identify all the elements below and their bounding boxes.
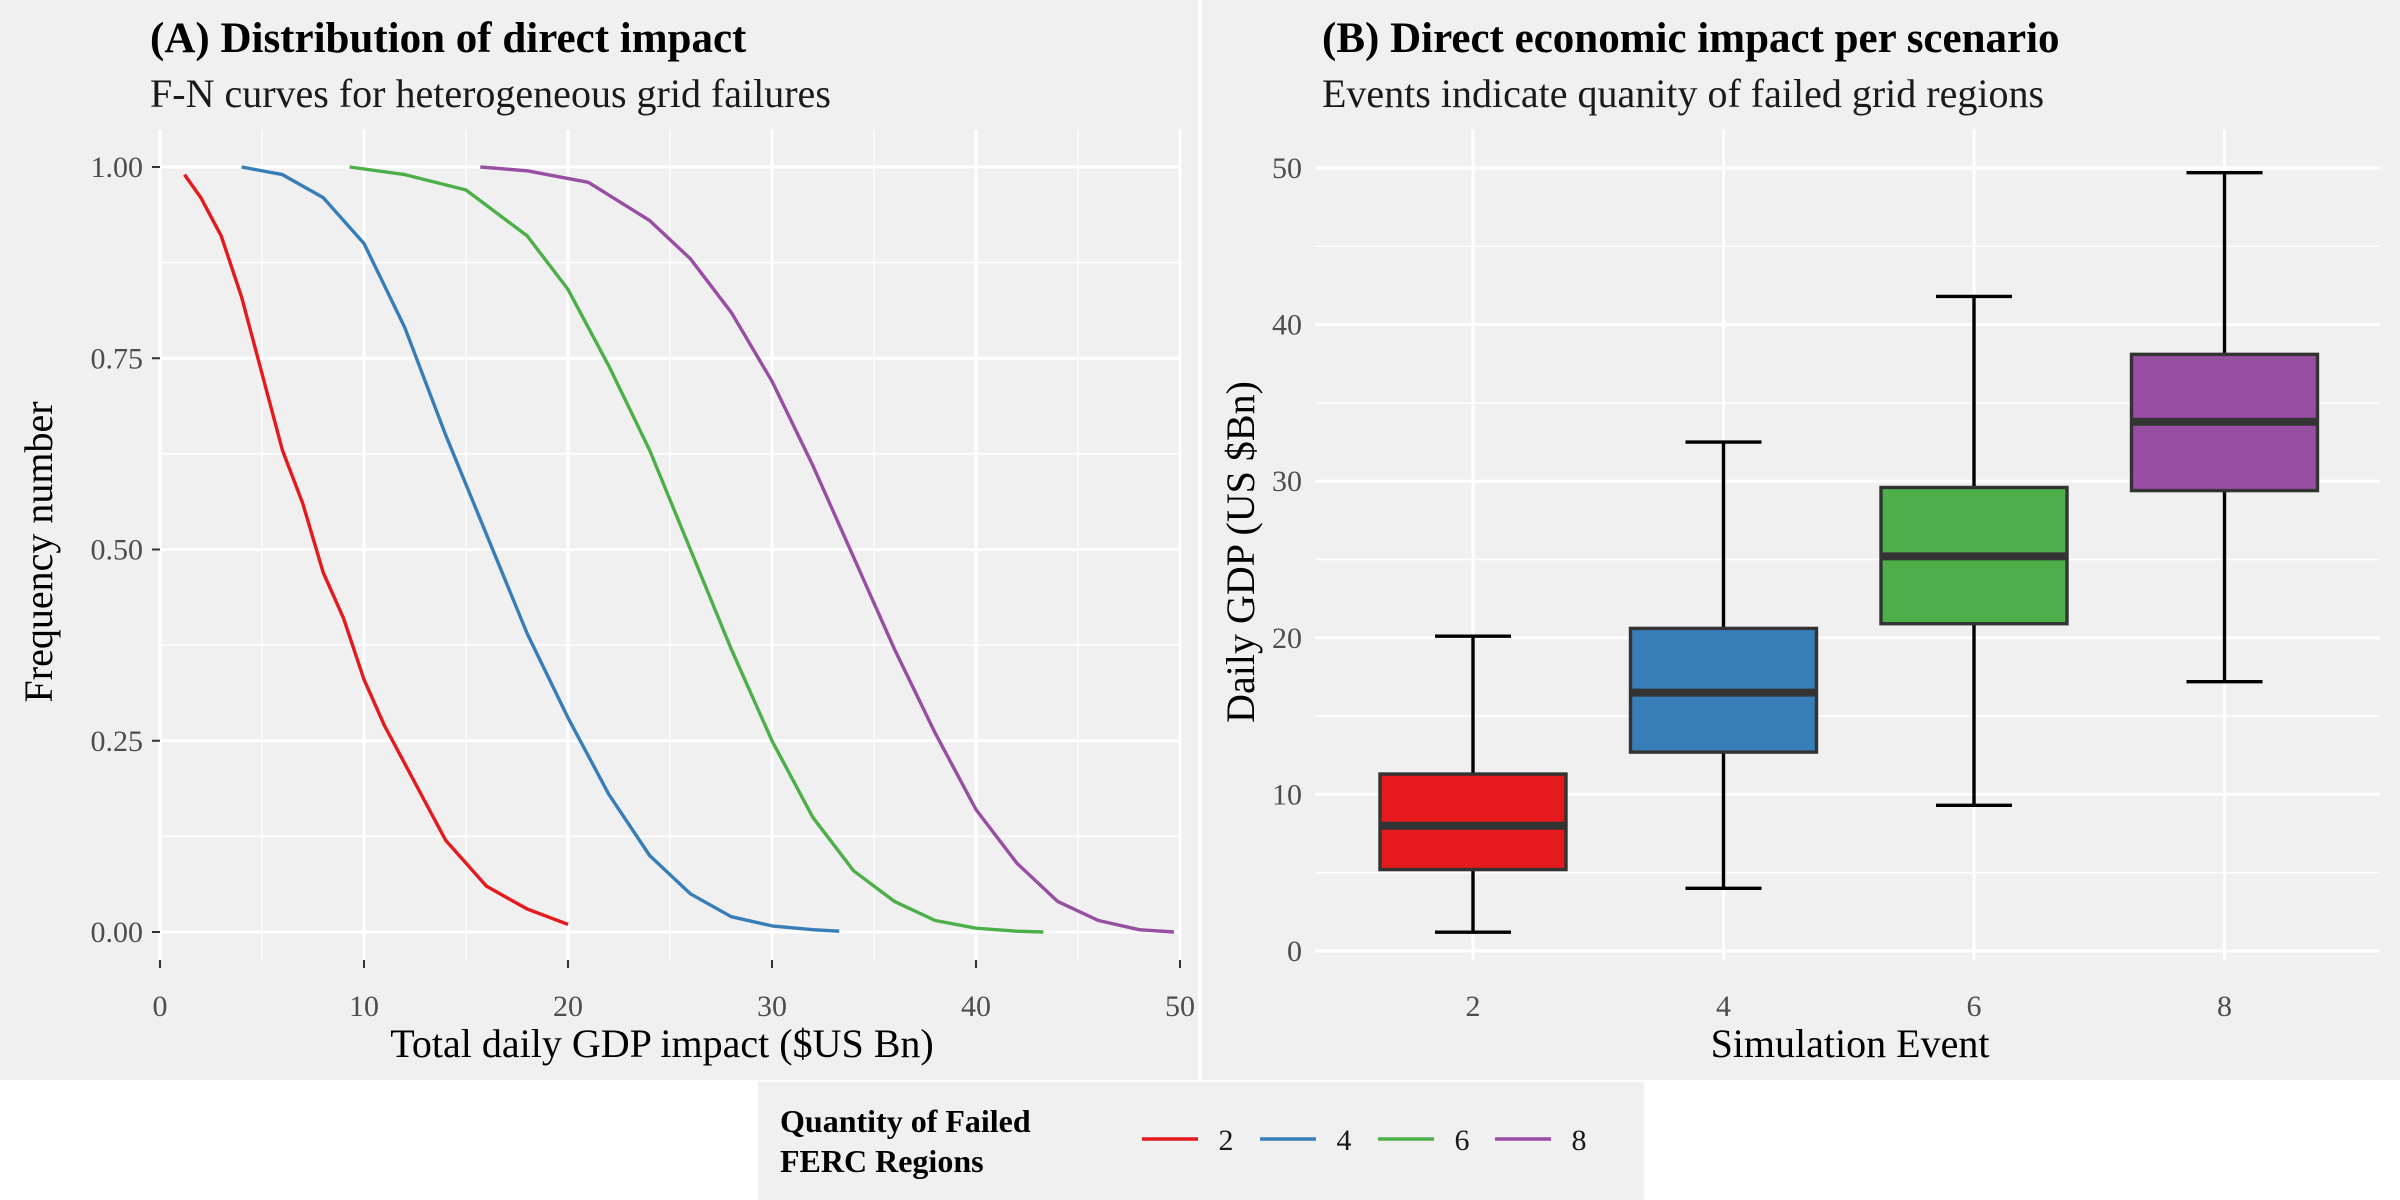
panel-a-y-ticks: 0.00 0.25 0.50 0.75 1.00: [91, 151, 160, 949]
x-tick-label: 20: [553, 990, 583, 1023]
legend-title-line-1: Quantity of Failed: [780, 1103, 1031, 1139]
panel-a-lines: [183, 165, 1175, 934]
panel-b-subtitle: Events indicate quanity of failed grid r…: [1322, 71, 2044, 116]
panel-b-y-ticks: 0 10 20 30 40 50: [1272, 152, 1302, 968]
x-tick-label: 30: [757, 990, 787, 1023]
y-tick-label: 10: [1272, 778, 1302, 811]
panel-b-y-axis-label: Daily GDP (US $Bn): [1218, 381, 1263, 723]
x-tick-label: 40: [961, 990, 991, 1023]
series-line-6: [349, 165, 1044, 934]
x-tick-label: 8: [2217, 990, 2232, 1023]
x-tick-label: 50: [1165, 990, 1195, 1023]
panel-b-x-axis-label: Simulation Event: [1711, 1021, 1990, 1066]
box-2: [1378, 634, 1568, 934]
y-tick-label: 0: [1287, 935, 1302, 968]
y-tick-label: 0.25: [91, 725, 144, 758]
x-tick-label: 10: [349, 990, 379, 1023]
legend-items: 2 4 6 8: [1142, 1124, 1587, 1157]
panel-a-title: (A) Distribution of direct impact: [150, 15, 747, 62]
panel-a-y-axis-label: Frequency number: [16, 401, 61, 702]
x-tick-label: 2: [1466, 990, 1481, 1023]
box-4: [1628, 440, 1819, 891]
panel-b-boxes: [1378, 170, 2320, 934]
series-line-8: [480, 165, 1175, 934]
panel-a-grid: [158, 130, 1182, 960]
panel-a-x-ticks: 0 10 20 30 40 50: [153, 960, 1195, 1023]
y-tick-label: 40: [1272, 309, 1302, 342]
y-tick-label: 50: [1272, 152, 1302, 185]
legend: Quantity of Failed FERC Regions 2 4 6 8: [758, 1082, 1644, 1200]
legend-label-8: 8: [1572, 1124, 1587, 1157]
panel-b-title: (B) Direct economic impact per scenario: [1322, 15, 2060, 62]
y-tick-label: 20: [1272, 622, 1302, 655]
legend-background: [758, 1082, 1644, 1200]
legend-title-line-2: FERC Regions: [780, 1143, 984, 1179]
legend-label-2: 2: [1219, 1124, 1234, 1157]
box-6: [1879, 294, 2069, 808]
y-tick-label: 30: [1272, 465, 1302, 498]
panel-b: (B) Direct economic impact per scenario …: [1202, 0, 2400, 1080]
y-tick-label: 0.75: [91, 342, 144, 375]
series-line-4: [241, 165, 840, 933]
panel-a: (A) Distribution of direct impact F-N cu…: [0, 0, 1198, 1080]
legend-label-4: 4: [1337, 1124, 1352, 1157]
legend-label-6: 6: [1455, 1124, 1470, 1157]
panel-a-subtitle: F-N curves for heterogeneous grid failur…: [150, 71, 831, 116]
series-line-2: [183, 173, 569, 926]
panel-a-background: [0, 0, 1198, 1080]
panel-b-x-ticks: 2 4 6 8: [1466, 990, 2233, 1023]
box-8: [2129, 170, 2320, 684]
panel-a-x-axis-label: Total daily GDP impact ($US Bn): [390, 1021, 933, 1066]
y-tick-label: 0.00: [91, 916, 144, 949]
x-tick-label: 4: [1716, 990, 1731, 1023]
x-tick-label: 0: [153, 990, 168, 1023]
panel-b-background: [1202, 0, 2400, 1080]
y-tick-label: 0.50: [91, 534, 144, 567]
y-tick-label: 1.00: [91, 151, 144, 184]
x-tick-label: 6: [1967, 990, 1982, 1023]
